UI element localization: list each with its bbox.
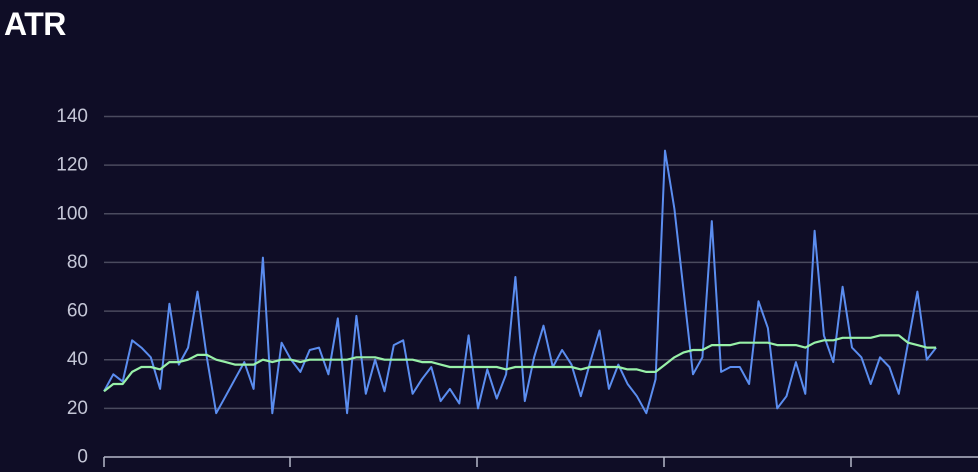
y-tick-label-80: 80 <box>67 252 88 273</box>
series-lines <box>103 149 937 415</box>
y-tick-label-0: 0 <box>77 447 88 468</box>
grid-lines <box>104 115 978 410</box>
x-axis <box>103 456 978 467</box>
y-tick-label-100: 100 <box>56 203 88 224</box>
chart-title: ATR <box>4 6 66 42</box>
series-line-average <box>103 334 937 393</box>
y-axis-ticks: 0 20 40 60 80 100 120 140 <box>56 106 88 468</box>
series-line-atr <box>103 149 937 415</box>
y-tick-label-60: 60 <box>67 301 88 322</box>
y-tick-label-140: 140 <box>56 106 88 127</box>
y-tick-label-20: 20 <box>67 398 88 419</box>
y-tick-label-40: 40 <box>67 349 88 370</box>
y-tick-label-120: 120 <box>56 155 88 176</box>
